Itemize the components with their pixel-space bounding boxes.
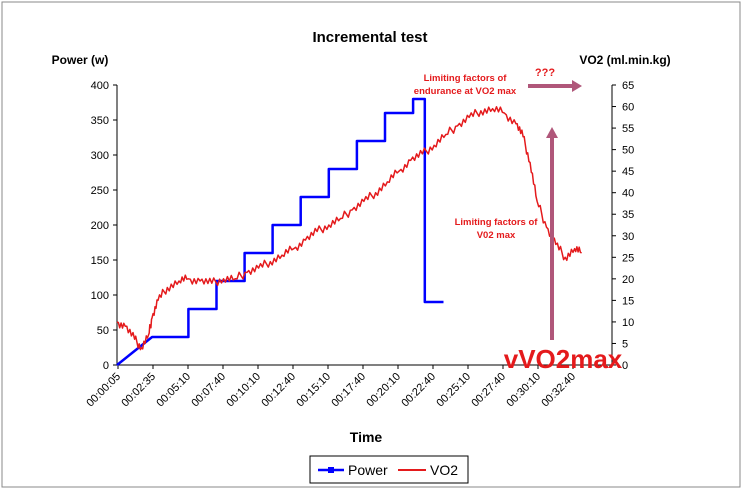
y-right-tick-label: 55: [622, 123, 634, 135]
y-right-label: VO2 (ml.min.kg): [579, 53, 670, 67]
annotation-vo2-line2: V02 max: [477, 230, 516, 241]
y-right-tick-label: 60: [622, 102, 634, 114]
series-layer: [116, 97, 582, 366]
y-right-tick-label: 35: [622, 209, 634, 221]
legend-power-marker: [328, 467, 334, 473]
y-right-ticks: 0 5 10 15 20 25 30 35 40 45 50 55 60 65: [612, 80, 634, 372]
annotation-endurance-line2: endurance at VO2 max: [414, 86, 517, 97]
y-right-tick-label: 0: [622, 360, 628, 372]
annotation-vvo2max: vVO2max: [504, 344, 623, 374]
y-right-tick-label: 65: [622, 80, 634, 92]
y-right-tick-label: 40: [622, 188, 634, 200]
y-left-tick-label: 350: [91, 115, 109, 127]
y-right-tick-label: 45: [622, 166, 634, 178]
legend-power-label: Power: [348, 462, 388, 478]
y-right-tick-label: 25: [622, 252, 634, 264]
y-left-tick-label: 50: [97, 325, 109, 337]
y-left-tick-label: 0: [103, 360, 109, 372]
y-right-tick-label: 15: [622, 295, 634, 307]
y-left-tick-label: 400: [91, 80, 109, 92]
y-left-tick-label: 250: [91, 185, 109, 197]
annotation-endurance-line1: Limiting factors of: [424, 73, 508, 84]
x-axis-label: Time: [350, 429, 383, 445]
series-line-vo2: [116, 106, 582, 351]
y-left-ticks: 0 50 100 150 200 250 300 350 400: [91, 80, 117, 372]
y-left-tick-label: 150: [91, 255, 109, 267]
annotation-arrowhead-vertical: [546, 127, 558, 138]
annotation-vo2-line1: Limiting factors of: [455, 217, 539, 228]
legend-box: [309, 455, 469, 484]
y-left-tick-label: 300: [91, 150, 109, 162]
chart-frame: [1, 1, 741, 488]
y-right-tick-label: 20: [622, 274, 634, 286]
y-right-tick-label: 5: [622, 338, 628, 350]
y-right-tick-label: 10: [622, 317, 634, 329]
legend: Power VO2: [309, 455, 469, 484]
annotation-arrowhead-horizontal: [572, 80, 582, 92]
y-left-label: Power (w): [52, 53, 109, 67]
series-line-power: [116, 97, 444, 366]
legend-vo2-label: VO2: [430, 462, 458, 478]
y-left-tick-label: 100: [91, 290, 109, 302]
annotations-layer: Limiting factors of endurance at VO2 max…: [414, 67, 623, 374]
chart-title: Incremental test: [312, 29, 427, 46]
y-right-tick-label: 50: [622, 145, 634, 157]
y-left-tick-label: 200: [91, 220, 109, 232]
y-right-tick-label: 30: [622, 231, 634, 243]
annotation-question: ???: [535, 67, 555, 79]
